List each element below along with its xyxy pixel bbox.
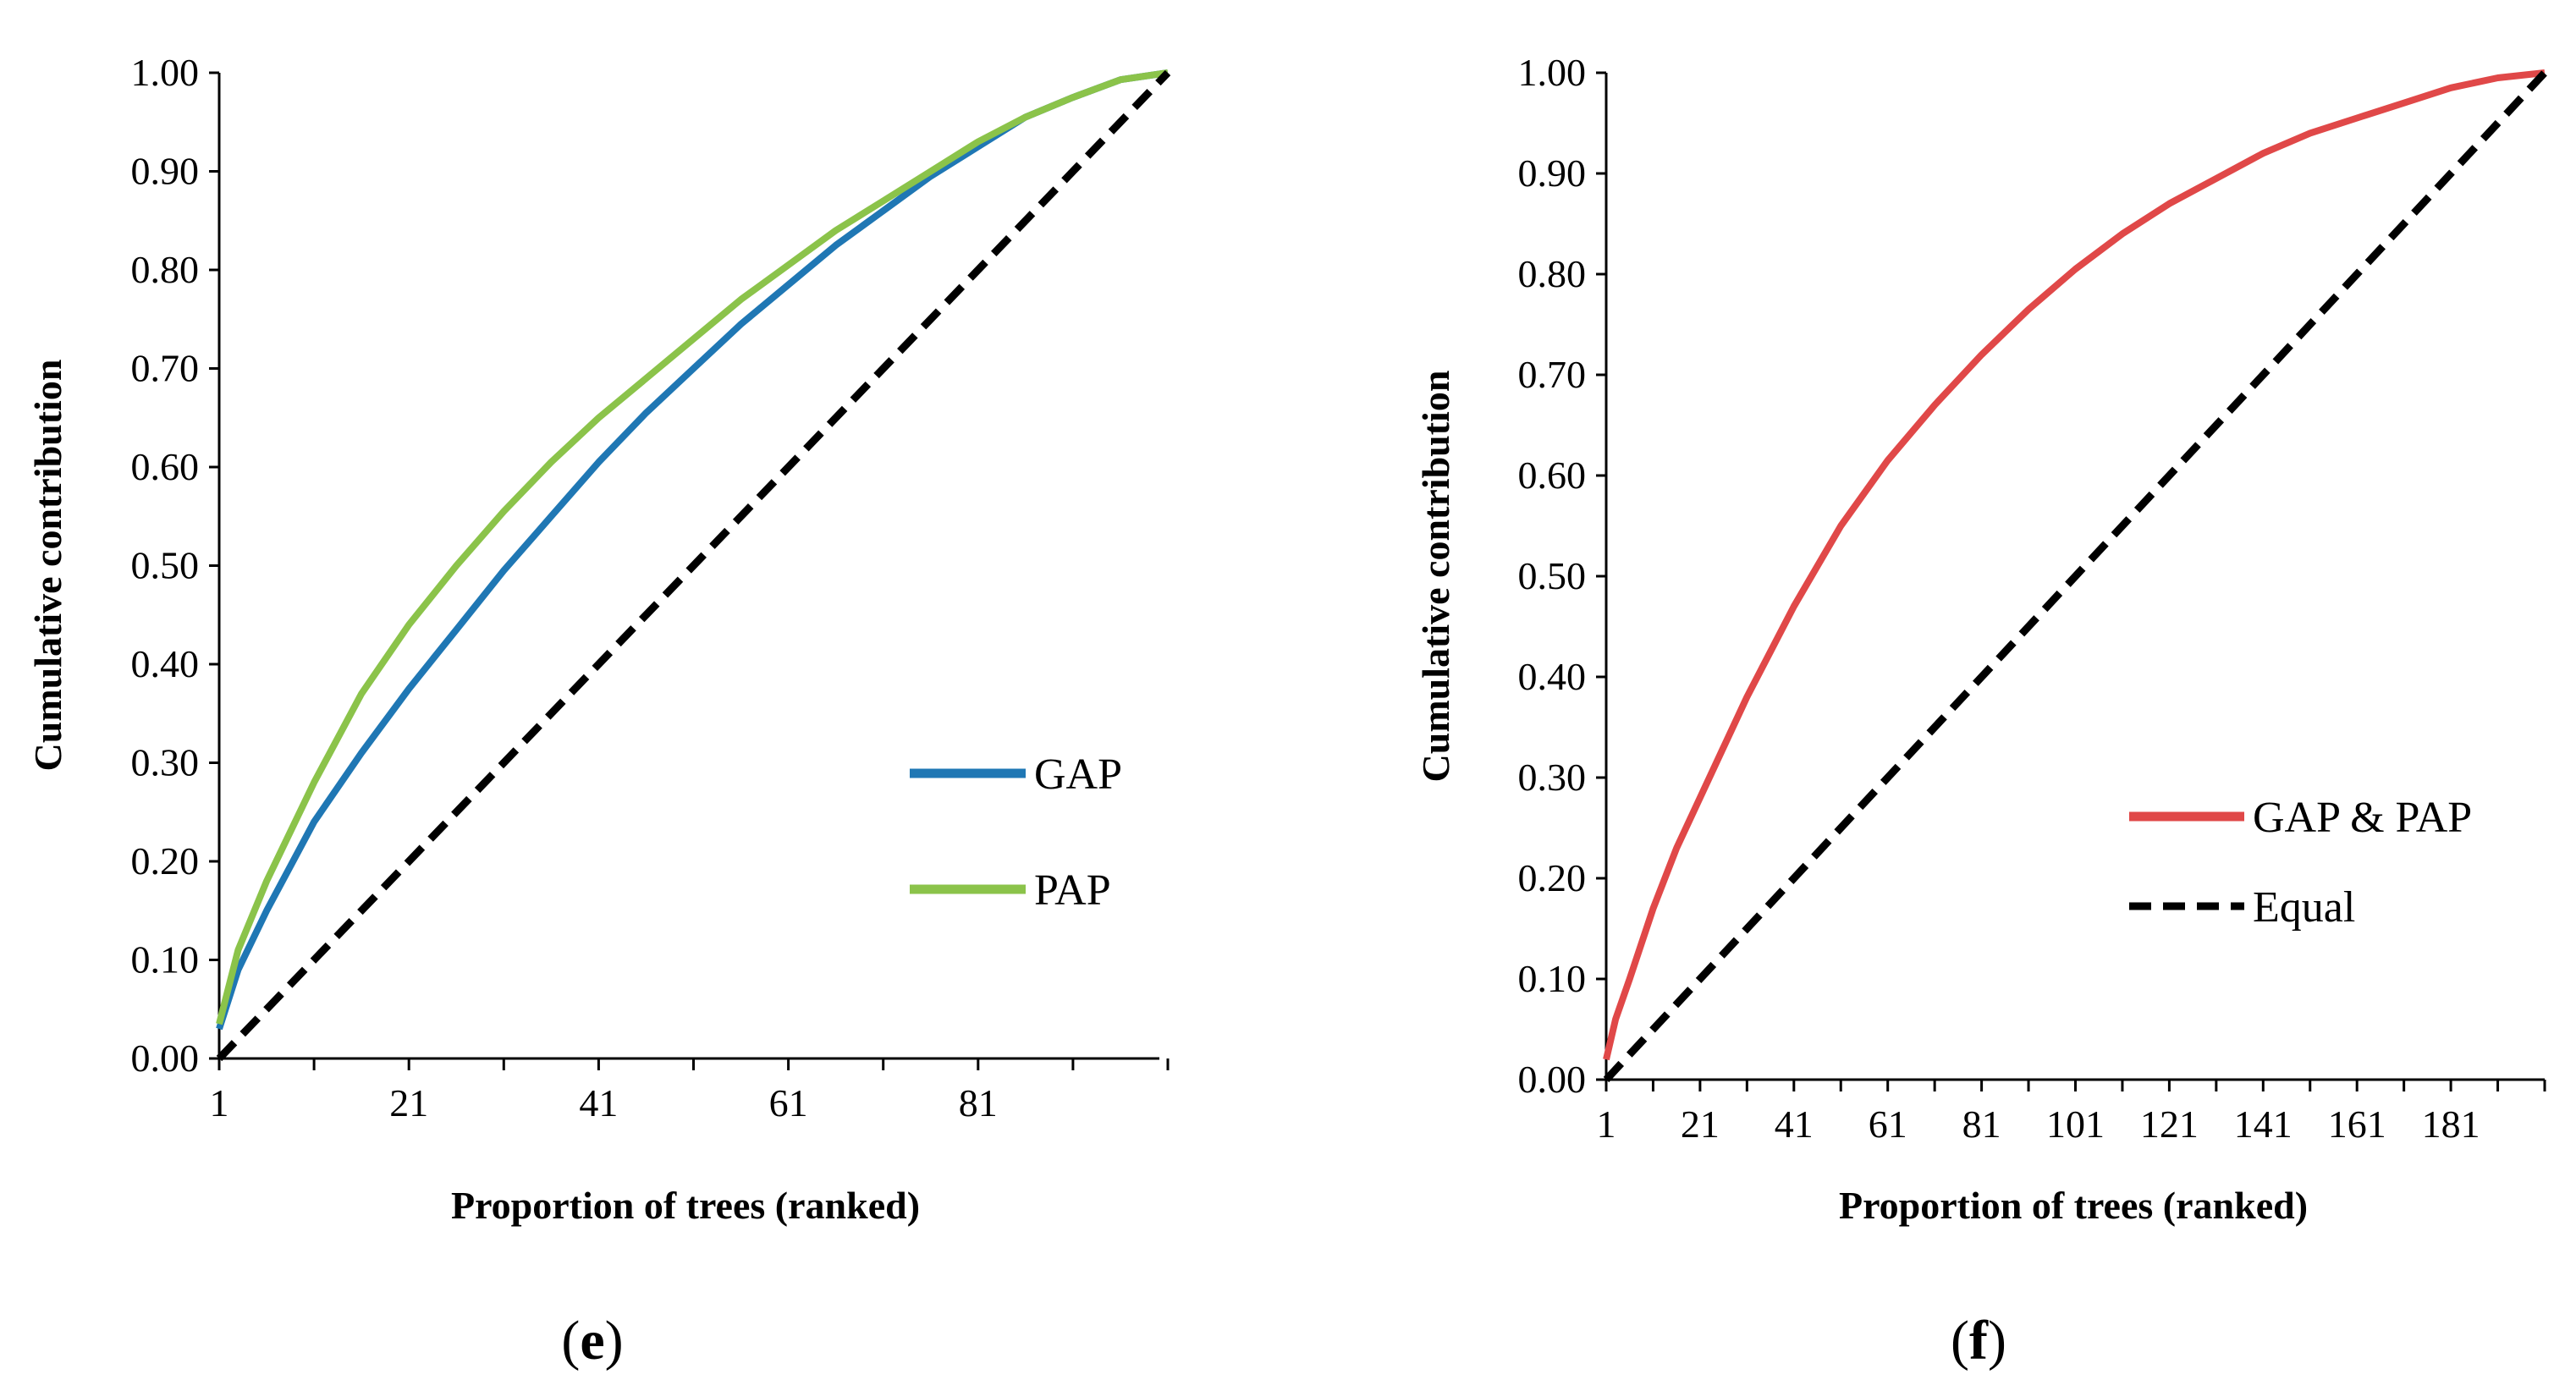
chart-f-legend-label-equal: Equal bbox=[2253, 883, 2355, 932]
chart-e-y-tick-label: 0.10 bbox=[131, 938, 200, 981]
chart-f-ylabel: Cumulative contribution bbox=[1414, 371, 1457, 783]
chart-f-x-tick-label: 41 bbox=[1775, 1102, 1814, 1146]
chart-f-y-tick-label: 0.90 bbox=[1518, 151, 1587, 195]
chart-e-y-tick-label: 0.90 bbox=[131, 150, 200, 193]
chart-f-x-tick-label: 161 bbox=[2328, 1102, 2386, 1146]
chart-f-x-tick-label: 61 bbox=[1869, 1102, 1907, 1146]
chart-e-ylabel: Cumulative contribution bbox=[26, 360, 69, 772]
chart-e-series-equal bbox=[216, 69, 1171, 1062]
chart-f-y-tick-label: 0.60 bbox=[1518, 454, 1587, 497]
chart-f-x-tick-label: 21 bbox=[1681, 1102, 1720, 1146]
chart-f-x-tick-label: 181 bbox=[2422, 1102, 2480, 1146]
chart-e-legend-label-pap: PAP bbox=[1034, 866, 1111, 915]
chart-f-y-tick-label: 0.00 bbox=[1518, 1058, 1587, 1101]
chart-f-x-tick-label: 101 bbox=[2046, 1102, 2105, 1146]
chart-e-series-pap bbox=[216, 69, 1169, 1025]
chart-f-legend: GAP & PAP Equal bbox=[2129, 794, 2472, 932]
chart-f-y-tick-label: 0.70 bbox=[1518, 353, 1587, 396]
chart-e-y-tick-label: 0.50 bbox=[131, 544, 200, 587]
chart-e-y-ticks: 0.00 0.10 0.20 0.30 0.40 0.50 0.60 0.70 0.80 0.90… bbox=[131, 51, 219, 1080]
chart-f-y-tick-label: 0.10 bbox=[1518, 957, 1587, 1000]
chart-e-y-tick-label: 0.30 bbox=[131, 741, 200, 784]
chart-e-legend-label-gap: GAP bbox=[1034, 750, 1122, 799]
chart-e-x-tick-label: 81 bbox=[959, 1081, 998, 1124]
chart-f-y-ticks: 0.00 0.10 0.20 0.30 0.40 0.50 0.60 0.70 0.80 0.90… bbox=[1518, 51, 1606, 1101]
chart-e-y-tick-label: 1.00 bbox=[131, 51, 200, 94]
chart-f-x-tick-label: 81 bbox=[1962, 1102, 2001, 1146]
chart-e-x-ticks: 1 21 41 61 81 bbox=[210, 1058, 1170, 1124]
chart-e-x-tick-label: 61 bbox=[769, 1081, 808, 1124]
chart-e-xlabel: Proportion of trees (ranked) bbox=[451, 1184, 920, 1227]
chart-f-xlabel: Proportion of trees (ranked) bbox=[1839, 1184, 2308, 1227]
chart-e-y-tick-label: 0.40 bbox=[131, 642, 200, 685]
chart-f-series bbox=[1603, 69, 2548, 1083]
chart-e-legend: GAP PAP bbox=[910, 750, 1122, 915]
chart-f-y-tick-label: 0.80 bbox=[1518, 252, 1587, 295]
chart-f-y-tick-label: 0.30 bbox=[1518, 756, 1587, 799]
chart-f-panel-label: (f) bbox=[1951, 1310, 2006, 1372]
chart-e-y-tick-label: 0.20 bbox=[131, 839, 200, 882]
chart-f-x-tick-label: 141 bbox=[2234, 1102, 2293, 1146]
chart-f-y-tick-label: 1.00 bbox=[1518, 51, 1587, 94]
chart-f-series-equal bbox=[1603, 69, 2548, 1083]
chart-e-x-tick-label: 1 bbox=[210, 1081, 229, 1124]
chart-e-y-tick-label: 0.60 bbox=[131, 445, 200, 488]
chart-f-y-tick-label: 0.20 bbox=[1518, 856, 1587, 899]
chart-e-y-tick-label: 0.00 bbox=[131, 1036, 200, 1080]
chart-f-y-tick-label: 0.50 bbox=[1518, 554, 1587, 597]
chart-f-x-tick-label: 121 bbox=[2140, 1102, 2199, 1146]
chart-f-x-ticks: 1 21 41 61 81 101 121 141 161 181 bbox=[1597, 1080, 2546, 1146]
chart-f: 0.00 0.10 0.20 0.30 0.40 0.50 0.60 0.70 0.80 0.90… bbox=[1414, 51, 2548, 1372]
chart-f-y-tick-label: 0.40 bbox=[1518, 655, 1587, 698]
chart-f-x-tick-label: 1 bbox=[1597, 1102, 1616, 1146]
chart-e-y-tick-label: 0.80 bbox=[131, 248, 200, 291]
chart-f-legend-label-gap-pap: GAP & PAP bbox=[2253, 794, 2472, 842]
chart-e: 0.00 0.10 0.20 0.30 0.40 0.50 0.60 0.70 0.80 0.90… bbox=[26, 51, 1171, 1372]
chart-e-panel-label: (e) bbox=[561, 1310, 623, 1372]
chart-f-series-gap-pap bbox=[1603, 69, 2546, 1061]
chart-e-series bbox=[216, 69, 1171, 1062]
chart-e-x-tick-label: 21 bbox=[389, 1081, 428, 1124]
chart-e-x-tick-label: 41 bbox=[579, 1081, 618, 1124]
chart-e-y-tick-label: 0.70 bbox=[131, 347, 200, 390]
